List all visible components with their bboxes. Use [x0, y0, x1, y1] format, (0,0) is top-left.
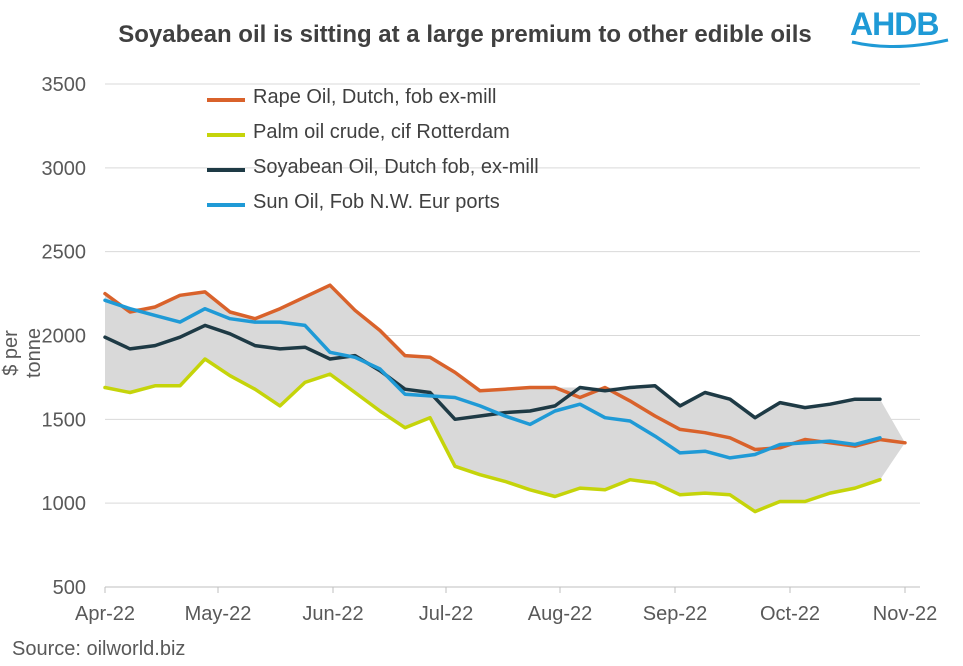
x-tick-label-Sep-22: Sep-22	[643, 603, 708, 625]
ahdb-logo: AHDB	[850, 6, 939, 42]
range-band	[105, 285, 905, 512]
x-tick-label-Oct-22: Oct-22	[760, 603, 820, 625]
y-tick-label-2500: 2500	[42, 242, 87, 264]
legend-swatch-palm-oil	[207, 133, 245, 137]
y-tick-label-3500: 3500	[42, 74, 87, 96]
legend-label-palm-oil: Palm oil crude, cif Rotterdam	[253, 121, 510, 143]
chart-title: Soyabean oil is sitting at a large premi…	[118, 21, 812, 48]
legend-label-sun-oil: Sun Oil, Fob N.W. Eur ports	[253, 191, 500, 213]
x-tick-label-Jul-22: Jul-22	[419, 603, 473, 625]
x-tick-label-May-22: May-22	[185, 603, 252, 625]
y-tick-label-3000: 3000	[42, 158, 87, 180]
x-axis: Apr-22 May-22 Jun-22 Jul-22 Aug-22 Sep-22 Oct-…	[75, 586, 937, 625]
y-tick-label-1500: 1500	[42, 409, 87, 431]
x-tick-label-Jun-22: Jun-22	[302, 603, 363, 625]
source-note: Source: oilworld.biz	[12, 638, 186, 660]
y-tick-label-2000: 2000	[42, 326, 87, 348]
legend-swatch-sun-oil	[207, 203, 245, 207]
series-line-soyabean-oil	[103, 323, 882, 422]
series-line-palm-oil	[103, 357, 882, 514]
legend-label-rape-oil: Rape Oil, Dutch, fob ex-mill	[253, 86, 497, 108]
y-axis-label: $ per tonne	[0, 327, 45, 379]
series-line-sun-oil	[103, 298, 882, 460]
legend-swatch-rape-oil	[207, 98, 245, 102]
y-tick-label-1000: 1000	[42, 493, 87, 515]
y-axis-ticks: 500 1000 1500 2000 2500 3000 3500	[42, 74, 87, 599]
series-lines	[103, 283, 907, 514]
x-tick-label-Aug-22: Aug-22	[528, 603, 593, 625]
legend-label-soyabean-oil: Soyabean Oil, Dutch fob, ex-mill	[253, 156, 539, 178]
legend-swatch-soyabean-oil	[207, 168, 245, 172]
y-tick-label-500: 500	[53, 577, 86, 599]
x-tick-label-Nov-22: Nov-22	[873, 603, 937, 625]
logo-swoosh-icon	[851, 38, 949, 48]
x-tick-label-Apr-22: Apr-22	[75, 603, 135, 625]
